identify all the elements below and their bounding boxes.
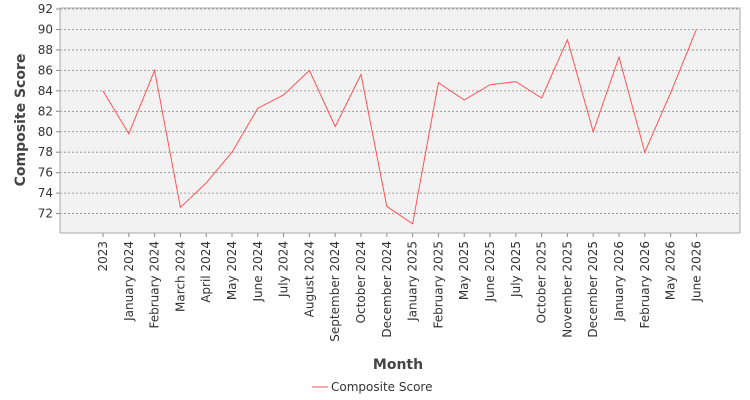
x-tick-label: April 2024 — [199, 241, 213, 303]
data-point — [411, 222, 415, 226]
data-point — [333, 125, 337, 129]
x-tick-label: July 2024 — [277, 241, 291, 298]
data-point — [256, 106, 260, 110]
y-tick-label: 88 — [38, 43, 53, 57]
data-point — [643, 150, 647, 154]
y-tick-label: 84 — [38, 84, 53, 98]
legend: Composite Score — [312, 380, 432, 394]
x-tick-label: November 2025 — [560, 241, 574, 338]
data-point — [101, 89, 105, 93]
data-point — [669, 91, 673, 95]
y-tick-label: 80 — [38, 125, 53, 139]
x-axis-title: Month — [373, 357, 423, 373]
x-tick-label: February 2024 — [148, 241, 162, 329]
data-point — [488, 83, 492, 87]
y-tick-label: 86 — [38, 63, 53, 77]
x-tick-label: October 2024 — [354, 241, 368, 323]
series-group — [101, 27, 698, 226]
data-point — [462, 98, 466, 102]
y-axis-ticks: 72 74 76 78 80 82 84 86 88 90 92 — [38, 2, 60, 221]
x-tick-label: February 2025 — [431, 241, 445, 329]
x-tick-label: 2023 — [96, 241, 110, 272]
y-tick-label: 76 — [38, 166, 53, 180]
data-point — [153, 68, 157, 72]
y-tick-label: 92 — [38, 2, 53, 16]
x-tick-label: May 2024 — [225, 241, 239, 300]
data-point — [127, 132, 131, 136]
x-tick-label: January 2026 — [612, 241, 626, 322]
x-tick-label: December 2025 — [586, 241, 600, 338]
data-point — [436, 81, 440, 85]
plot-background — [60, 8, 740, 233]
x-tick-label: May 2025 — [457, 241, 471, 300]
x-tick-label: September 2024 — [328, 241, 342, 342]
x-tick-label: March 2024 — [173, 241, 187, 312]
y-tick-label: 82 — [38, 104, 53, 118]
legend-label: Composite Score — [331, 380, 432, 394]
series-line-composite-score — [102, 29, 697, 225]
data-point — [178, 205, 182, 209]
x-tick-label: August 2024 — [302, 241, 316, 317]
y-tick-label: 78 — [38, 145, 53, 159]
data-point — [540, 96, 544, 100]
y-axis-title: Composite Score — [13, 54, 29, 187]
data-point — [307, 68, 311, 72]
grid-lines — [60, 8, 740, 214]
x-tick-label: July 2025 — [509, 241, 523, 298]
data-point — [565, 38, 569, 42]
x-tick-label: June 2025 — [483, 241, 497, 303]
x-tick-label: June 2024 — [251, 241, 265, 303]
data-point — [617, 55, 621, 59]
y-tick-label: 72 — [38, 207, 53, 221]
x-tick-label: October 2025 — [535, 241, 549, 323]
x-tick-label: January 2025 — [406, 241, 420, 322]
data-point — [230, 150, 234, 154]
x-tick-label: February 2026 — [638, 241, 652, 329]
data-point — [514, 80, 518, 84]
data-point — [591, 130, 595, 134]
data-point — [204, 181, 208, 185]
x-tick-label: December 2024 — [380, 241, 394, 338]
x-axis-ticks: 2023 January 2024 February 2024 March 2024 A… — [96, 233, 703, 342]
data-point — [282, 93, 286, 97]
y-tick-label: 90 — [38, 22, 53, 36]
x-tick-label: January 2024 — [122, 241, 136, 322]
data-point — [359, 72, 363, 76]
data-point — [385, 204, 389, 208]
data-point — [694, 27, 698, 31]
plot-border — [59, 7, 741, 234]
y-tick-label: 74 — [38, 186, 53, 200]
x-tick-label: June 2026 — [689, 241, 703, 303]
x-tick-label: May 2026 — [664, 241, 678, 300]
